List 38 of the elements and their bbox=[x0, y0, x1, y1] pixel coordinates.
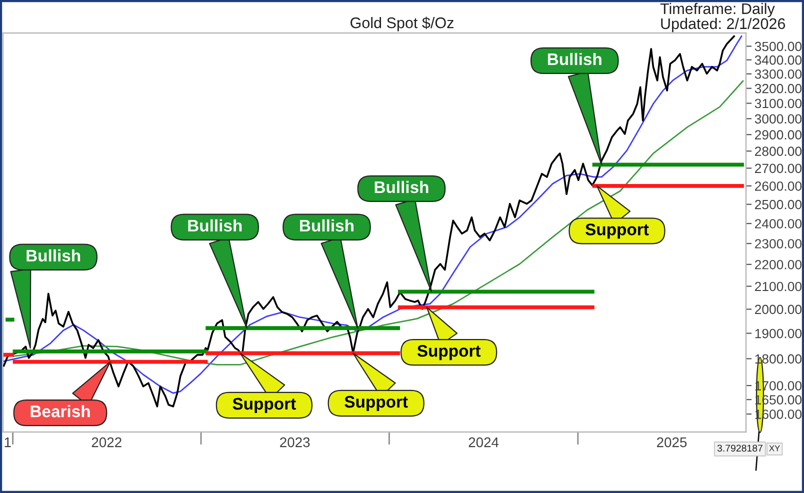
annotation: Support bbox=[417, 344, 481, 360]
annotation: Bullish bbox=[374, 180, 428, 194]
x-tick-label: 2023 bbox=[280, 437, 310, 448]
y-tick-label: 3400.00 bbox=[754, 55, 802, 65]
y-tick-label: 2500.00 bbox=[754, 200, 802, 210]
y-tick-label: 2700.00 bbox=[754, 164, 802, 174]
text: Updated: 2/1/2026 bbox=[661, 18, 786, 32]
y-tick-label: 2800.00 bbox=[754, 146, 802, 156]
annotation: Support bbox=[344, 396, 408, 412]
text: XY bbox=[769, 445, 780, 452]
annotation: Support bbox=[232, 398, 296, 414]
text: Timeframe: Daily bbox=[660, 2, 775, 18]
annotation: Bullish bbox=[188, 219, 242, 232]
y-tick-label: 2600.00 bbox=[754, 181, 802, 191]
y-tick-label: 3100.00 bbox=[754, 98, 802, 108]
annotation: Bullish bbox=[26, 249, 80, 262]
annotation: Bullish bbox=[300, 219, 354, 232]
y-tick-label: 3200.00 bbox=[754, 84, 802, 94]
y-tick-label: 3000.00 bbox=[754, 114, 802, 124]
y-tick-label: 3500.00 bbox=[754, 42, 802, 52]
y-tick-label: 2100.00 bbox=[754, 282, 802, 292]
y-tick-label: 1900.00 bbox=[755, 328, 802, 338]
y-tick-label: 2400.00 bbox=[754, 219, 802, 228]
annotation: Bearish bbox=[30, 405, 90, 418]
y-tick-label: 2200.00 bbox=[754, 260, 802, 270]
x-tick-label: 2024 bbox=[468, 437, 499, 448]
chart-title: Gold Spot $/Oz bbox=[350, 16, 454, 32]
y-tick-label: 3300.00 bbox=[754, 69, 802, 79]
y-tick-label: 2000.00 bbox=[754, 304, 802, 314]
x-tick-label: 1 bbox=[4, 438, 11, 448]
annotation: Bullish bbox=[548, 52, 602, 66]
text: 3.7928187 bbox=[717, 444, 762, 452]
y-tick-label: 2300.00 bbox=[754, 239, 802, 248]
x-tick-label: 2025 bbox=[657, 437, 687, 448]
annotation: Support bbox=[586, 224, 649, 239]
line-series bbox=[12, 80, 744, 366]
y-tick-label: 2900.00 bbox=[754, 130, 802, 140]
x-tick-label: 2022 bbox=[92, 437, 122, 448]
